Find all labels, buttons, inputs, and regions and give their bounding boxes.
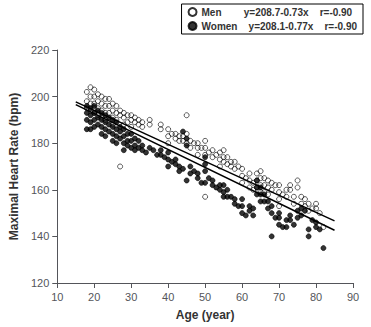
svg-text:200: 200 [31, 91, 49, 103]
svg-text:50: 50 [199, 291, 211, 303]
svg-text:70: 70 [273, 291, 285, 303]
svg-text:220: 220 [31, 44, 49, 56]
svg-text:30: 30 [125, 291, 137, 303]
svg-text:40: 40 [162, 291, 174, 303]
svg-text:160: 160 [31, 184, 49, 196]
svg-text:120: 120 [31, 277, 49, 289]
svg-text:90: 90 [347, 291, 359, 303]
svg-text:Maximal Heart Rate (bpm): Maximal Heart Rate (bpm) [7, 93, 21, 240]
svg-text:Men y=208.7-0.73x r=: Men y=208.7-0.73x r=-0.90 [202, 7, 353, 18]
svg-text:Women y=208.1-0.77x r=-0: Women y=208.1-0.77x r=-0.90 [202, 21, 358, 32]
svg-text:20: 20 [88, 291, 100, 303]
svg-text:60: 60 [236, 291, 248, 303]
svg-text:Age (year): Age (year) [176, 308, 235, 322]
svg-text:10: 10 [51, 291, 63, 303]
svg-text:80: 80 [310, 291, 322, 303]
svg-text:180: 180 [31, 137, 49, 149]
svg-text:140: 140 [31, 230, 49, 242]
